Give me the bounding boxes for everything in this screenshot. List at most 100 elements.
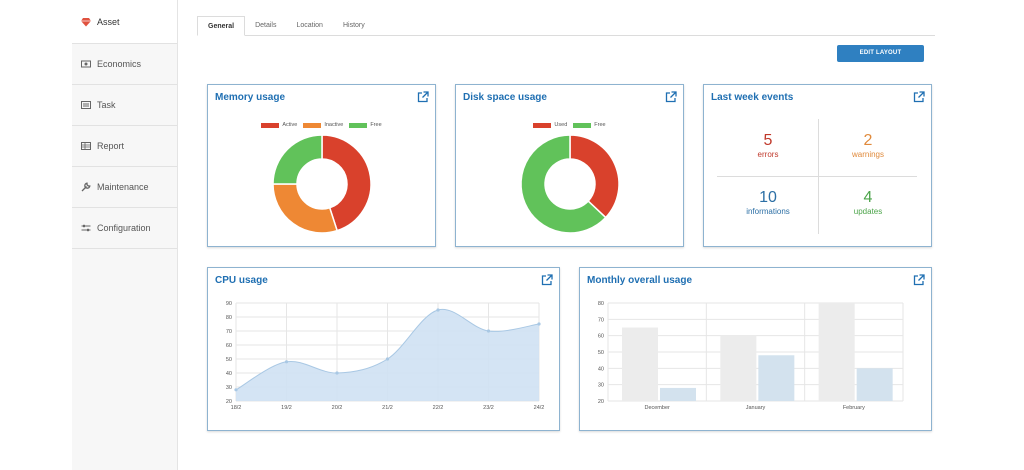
legend-label: Free xyxy=(594,122,606,128)
event-count: 2 xyxy=(863,132,873,149)
edit-layout-button[interactable]: EDIT LAYOUT xyxy=(837,45,924,62)
legend-item: Free xyxy=(349,122,382,128)
x-tick-label: 18/2 xyxy=(231,405,242,411)
tab-history[interactable]: History xyxy=(342,22,365,29)
memory-usage-card: Memory usage Active Inactive Free xyxy=(207,84,436,247)
sidebar-item-configuration[interactable]: Configuration xyxy=(72,208,177,249)
sidebar-item-task[interactable]: Task xyxy=(72,85,177,126)
tab-general[interactable]: General xyxy=(197,16,246,36)
legend-label: Free xyxy=(370,122,382,128)
cpu-area-chart: 20 30 40 50 60 70 80 90 18/2 19/2 20/2 21/2 22/2 23/2… xyxy=(226,301,544,411)
external-link-icon[interactable] xyxy=(541,274,553,286)
monthly-bar-chart: 20 30 40 50 60 70 80 December January February xyxy=(598,301,904,411)
y-tick-label: 50 xyxy=(226,357,232,363)
y-tick-label: 60 xyxy=(226,343,232,349)
doughnut-slice-active xyxy=(321,134,372,232)
bar-february-1 xyxy=(818,303,855,401)
card-title: Disk space usage xyxy=(463,92,547,103)
sliders-icon xyxy=(81,223,91,233)
table-icon xyxy=(81,141,91,151)
x-tick-label: 21/2 xyxy=(382,405,393,411)
disk-space-card: Disk space usage Used Free xyxy=(455,84,684,247)
cpu-data-point xyxy=(234,388,238,392)
doughnut-chart xyxy=(272,134,372,234)
list-icon xyxy=(81,100,91,110)
doughnut-slice-inactive xyxy=(272,183,339,234)
event-label: errors xyxy=(757,150,779,159)
cpu-usage-card: CPU usage 20 30 40 50 60 70 80 90 18/2 19/2 20/2 21… xyxy=(207,267,560,431)
tab-location[interactable]: Location xyxy=(296,22,323,29)
cpu-data-point xyxy=(284,360,289,364)
y-tick-label: 40 xyxy=(226,371,232,377)
x-tick-label: February xyxy=(843,405,865,411)
y-tick-label: 90 xyxy=(226,301,232,307)
legend-label: Inactive xyxy=(324,122,344,128)
doughnut-slice-free xyxy=(272,134,323,185)
event-updates: 4 updates xyxy=(818,189,918,217)
legend-swatch xyxy=(261,122,280,128)
legend-swatch xyxy=(349,122,368,128)
x-tick-label: December xyxy=(644,405,670,411)
event-count: 5 xyxy=(763,132,773,149)
tab-details[interactable]: Details xyxy=(255,22,277,29)
y-tick-label: 40 xyxy=(598,366,604,372)
x-tick-label: 22/2 xyxy=(433,405,444,411)
event-label: informations xyxy=(746,207,790,216)
cpu-data-point xyxy=(537,322,541,326)
external-link-icon[interactable] xyxy=(913,274,925,286)
doughnut-slice-free xyxy=(520,134,607,234)
events-divider-h xyxy=(717,176,917,177)
y-tick-label: 20 xyxy=(598,399,604,405)
last-week-events-card: Last week events 5 errors 2 warnings 10 … xyxy=(703,84,932,247)
tab-bar: General Details Location History xyxy=(197,16,935,36)
sidebar-item-label: Task xyxy=(97,100,116,110)
y-tick-label: 30 xyxy=(598,383,604,389)
event-count: 10 xyxy=(759,189,777,206)
money-icon xyxy=(81,59,91,69)
y-tick-label: 30 xyxy=(226,385,232,391)
external-link-icon[interactable] xyxy=(417,91,429,103)
monthly-usage-card: Monthly overall usage 20 30 40 50 60 70 80 Dece… xyxy=(579,267,932,431)
bar-december-1 xyxy=(622,327,658,401)
sidebar-item-label: Asset xyxy=(97,16,120,27)
sidebar-item-label: Report xyxy=(97,141,125,151)
legend-item: Free xyxy=(573,122,606,128)
legend-item: Used xyxy=(533,122,567,128)
card-title: Last week events xyxy=(711,92,794,103)
x-tick-label: 19/2 xyxy=(281,405,292,411)
bar-december-2 xyxy=(660,387,696,401)
sidebar-item-label: Configuration xyxy=(97,223,151,233)
sidebar-item-label: Maintenance xyxy=(97,182,149,192)
legend-label: Used xyxy=(554,122,568,128)
bar-january-1 xyxy=(720,335,757,401)
chart-legend: Used Free xyxy=(456,122,683,128)
legend-swatch xyxy=(303,122,322,128)
x-tick-label: January xyxy=(746,405,766,411)
y-tick-label: 80 xyxy=(226,315,232,321)
external-link-icon[interactable] xyxy=(665,91,677,103)
events-divider-v xyxy=(818,119,819,234)
event-count: 4 xyxy=(863,189,873,206)
cpu-data-point xyxy=(486,329,491,333)
sidebar: Asset Economics Task Report Maintenance … xyxy=(72,0,178,470)
doughnut-chart xyxy=(520,134,620,234)
y-tick-label: 70 xyxy=(598,317,604,323)
external-link-icon[interactable] xyxy=(913,91,925,103)
y-tick-label: 20 xyxy=(226,399,232,405)
event-errors: 5 errors xyxy=(718,132,818,160)
y-tick-label: 80 xyxy=(598,301,604,307)
sidebar-item-maintenance[interactable]: Maintenance xyxy=(72,167,177,208)
sidebar-item-report[interactable]: Report xyxy=(72,126,177,167)
legend-item: Active xyxy=(261,122,297,128)
sidebar-item-asset[interactable]: Asset xyxy=(72,0,177,44)
y-tick-label: 70 xyxy=(226,329,232,335)
card-title: Monthly overall usage xyxy=(587,275,693,286)
gem-icon xyxy=(81,17,91,27)
card-title: Memory usage xyxy=(215,92,286,103)
y-tick-label: 50 xyxy=(598,350,604,356)
sidebar-item-economics[interactable]: Economics xyxy=(72,44,177,85)
cpu-data-point xyxy=(436,308,440,312)
wrench-icon xyxy=(81,182,91,192)
cpu-data-point xyxy=(385,357,390,361)
event-informations: 10 informations xyxy=(718,189,818,217)
